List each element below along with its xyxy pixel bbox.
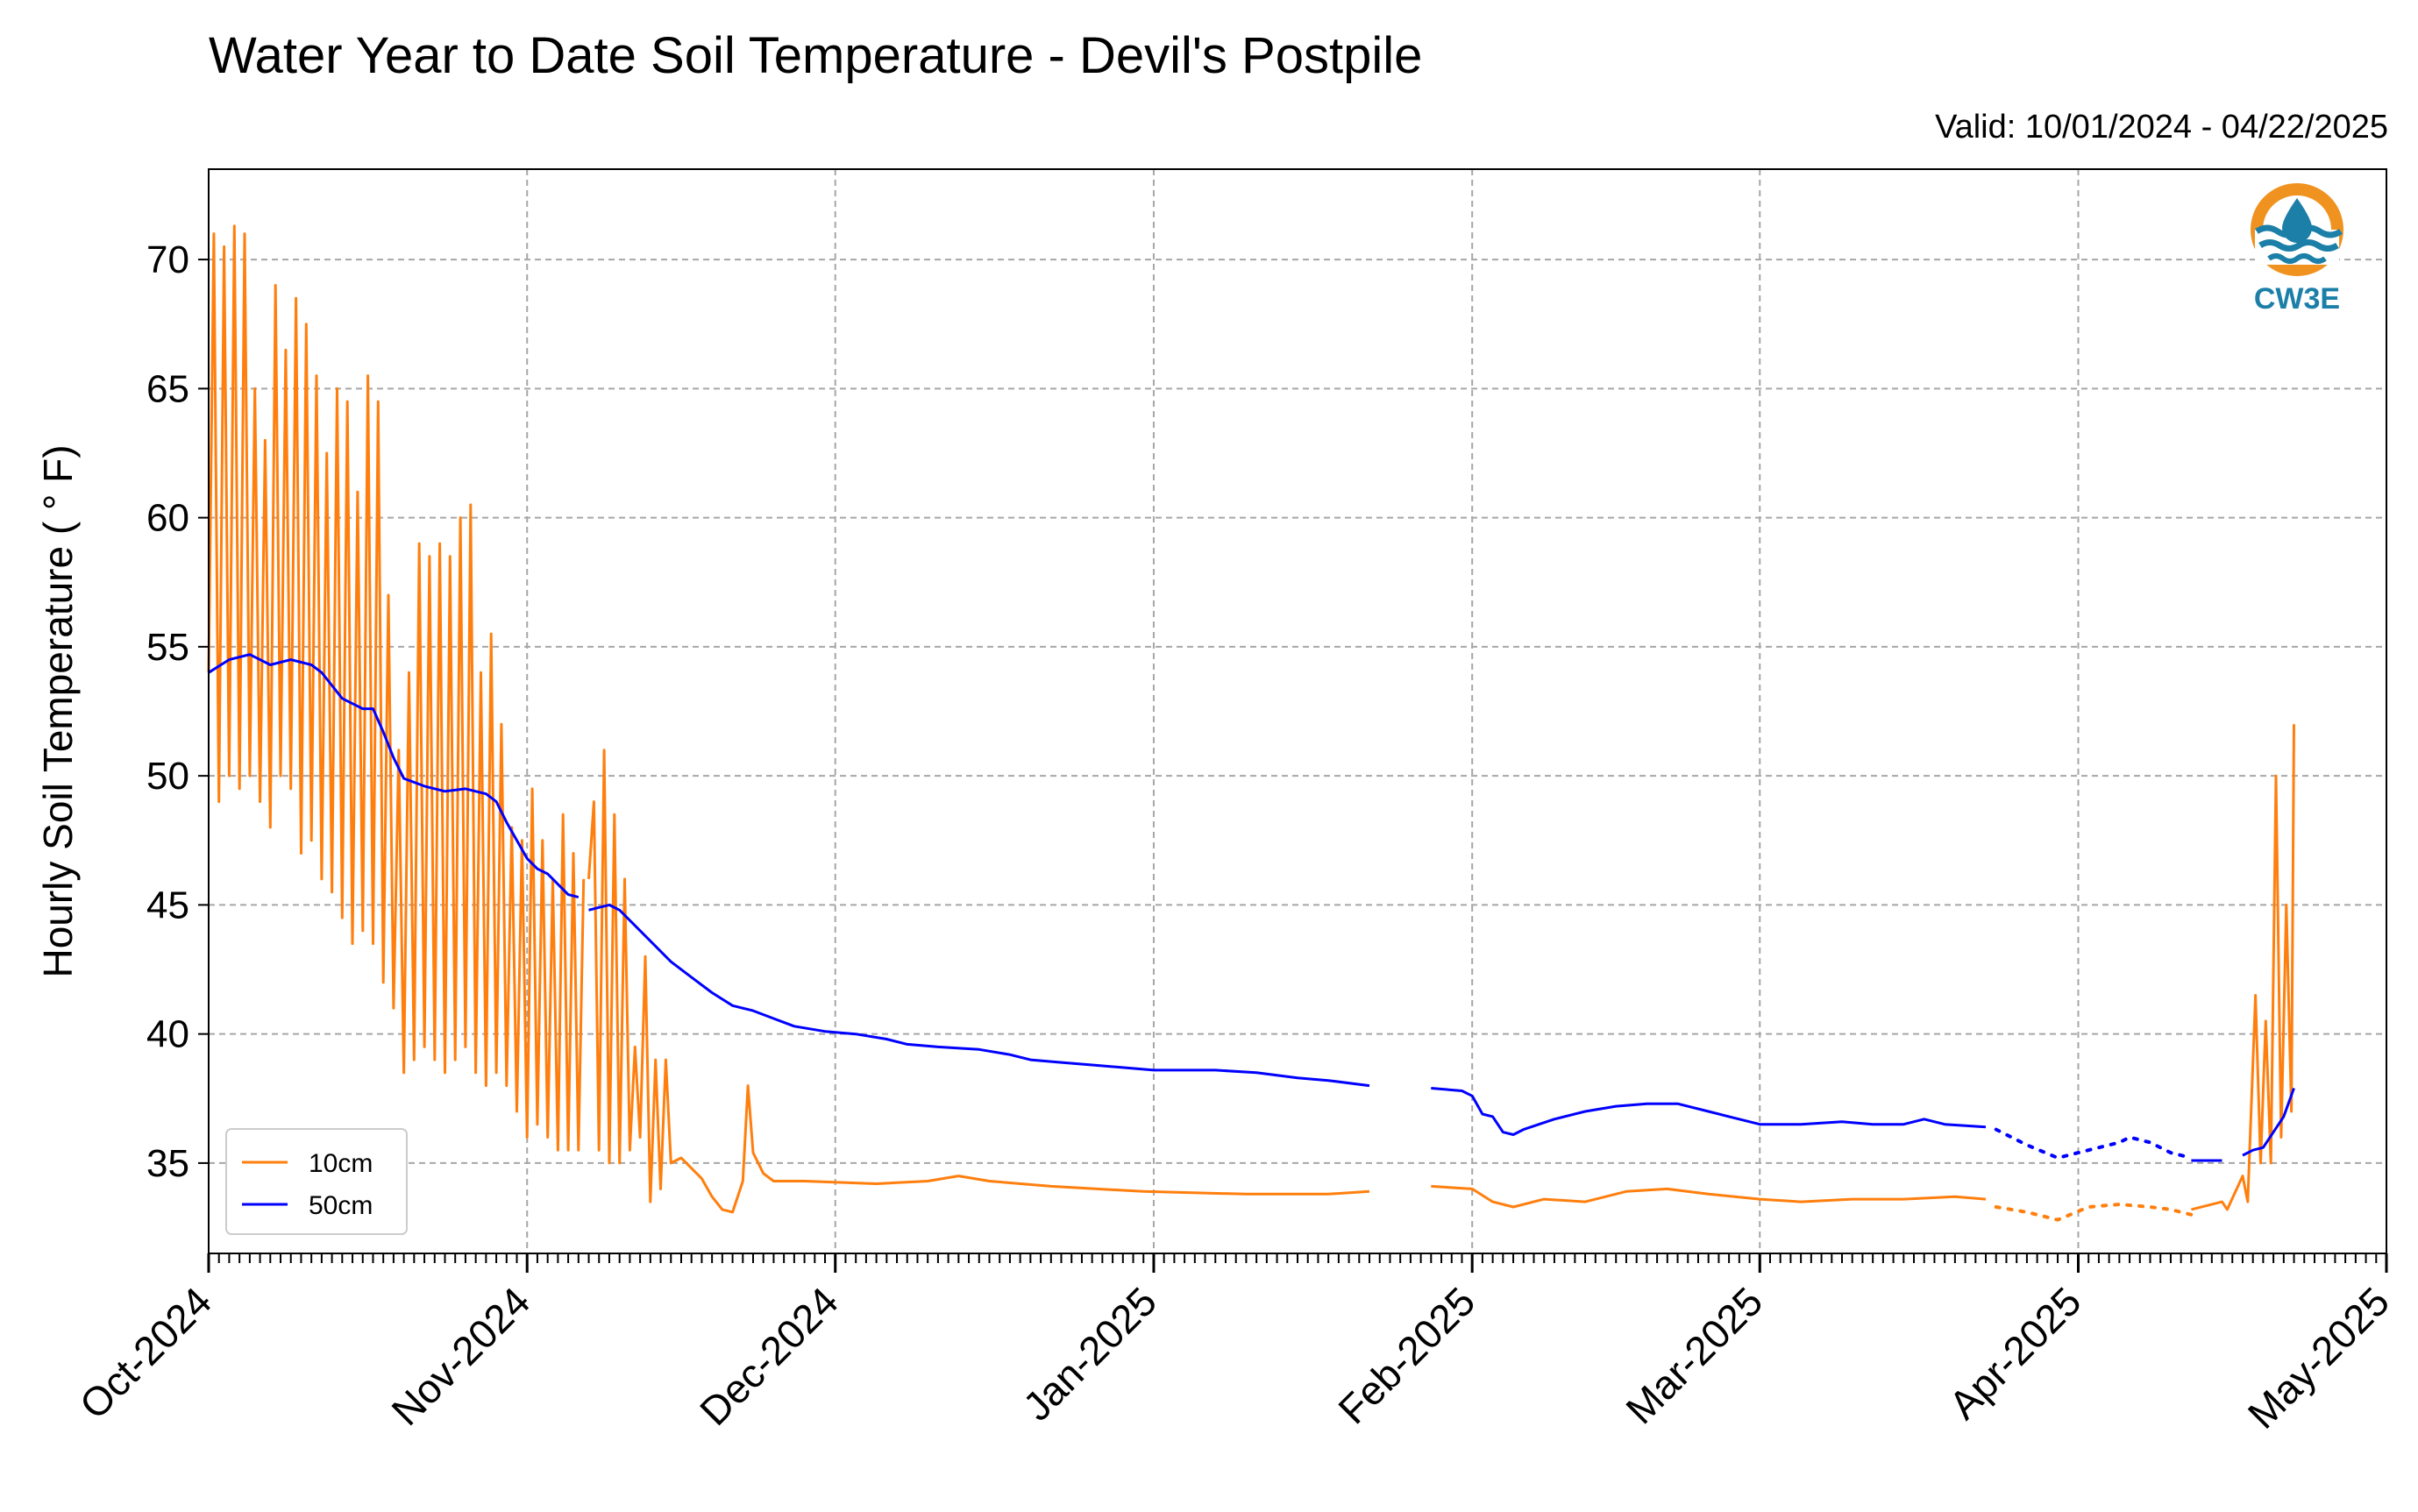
valid-date-range: Valid: 10/01/2024 - 04/22/2025 (1935, 109, 2388, 146)
logo-text: CW3E (2254, 282, 2340, 316)
y-tick-label: 35 (146, 1142, 189, 1185)
series-line-50cm (1994, 1127, 2194, 1160)
series-line-10cm (207, 224, 586, 1152)
legend-box (225, 1128, 408, 1235)
y-tick-label: 70 (146, 238, 189, 281)
legend: 10cm 50cm (225, 1128, 408, 1235)
x-tick-label: Feb-2025 (1329, 1278, 1483, 1432)
cw3e-logo: CW3E (2251, 183, 2343, 316)
plot-frame (208, 168, 2387, 1254)
series-line-10cm (1994, 1203, 2194, 1222)
series-line-10cm (1431, 1184, 1987, 1209)
series-lines (207, 224, 2295, 1222)
wave-3 (2267, 253, 2327, 264)
legend-label-50cm: 50cm (309, 1191, 373, 1220)
x-tick-label: Oct-2024 (71, 1278, 221, 1428)
chart-title: Water Year to Date Soil Temperature - De… (209, 27, 1423, 84)
x-tick-label: Apr-2025 (1940, 1278, 2090, 1428)
y-tick-label: 55 (146, 626, 189, 669)
x-tick-label: Nov-2024 (382, 1278, 538, 1434)
y-tick-label: 60 (146, 497, 189, 540)
series-line-50cm (1431, 1087, 1987, 1136)
water-drop-icon (2282, 198, 2312, 243)
x-tick-label: Mar-2025 (1617, 1278, 1771, 1432)
x-tick-label: Jan-2025 (1014, 1278, 1165, 1429)
series-line-50cm (2242, 1087, 2295, 1157)
y-tick-label: 65 (146, 367, 189, 410)
y-tick-label: 40 (146, 1013, 189, 1056)
series-line-50cm (588, 903, 1370, 1088)
legend-label-10cm: 10cm (309, 1149, 373, 1178)
wave-2 (2258, 239, 2339, 252)
axes: 35 40 45 50 55 60 65 70 Oct-2024 Nov-2024 Dec-2024… (71, 238, 2399, 1437)
x-tick-label: Dec-2024 (691, 1278, 847, 1434)
series-line-10cm (2191, 724, 2295, 1211)
y-axis-label: Hourly Soil Temperature ( ° F) (35, 444, 81, 977)
series-line-10cm (587, 749, 1370, 1214)
y-tick-label: 50 (146, 755, 189, 798)
x-tick-label: May-2025 (2239, 1278, 2398, 1437)
y-tick-label: 45 (146, 884, 189, 926)
series-line-50cm (208, 653, 580, 899)
grid-lines (208, 169, 2387, 1253)
